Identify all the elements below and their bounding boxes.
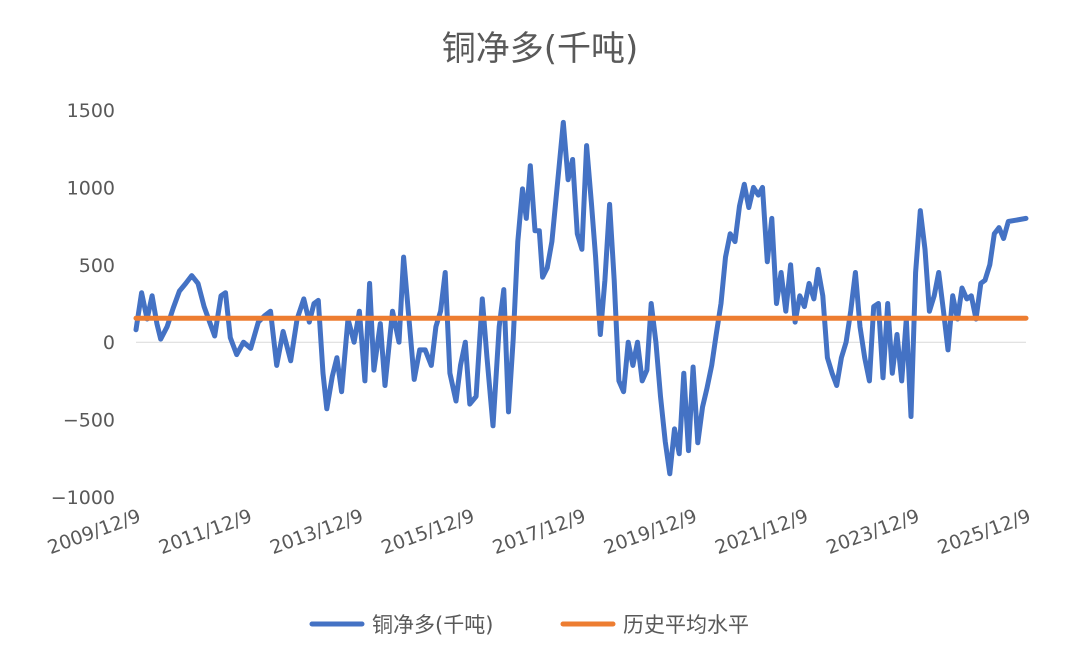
- x-tick-label: 2009/12/9: [45, 505, 144, 559]
- y-tick-label: 1000: [67, 177, 115, 199]
- x-tick-label: 2023/12/9: [823, 505, 922, 559]
- y-tick-label: −500: [63, 410, 115, 432]
- plot-area: [133, 119, 1029, 477]
- x-tick-label: 2025/12/9: [935, 505, 1034, 559]
- x-tick-label: 2017/12/9: [490, 505, 589, 559]
- y-tick-label: 500: [79, 255, 115, 277]
- y-axis-ticks: 1500 1000 500 0 −500 −1000: [51, 100, 115, 509]
- y-tick-label: 0: [103, 332, 115, 354]
- legend-label-series-2: 历史平均水平: [623, 613, 749, 637]
- legend: 铜净多(千吨) 历史平均水平: [309, 613, 749, 637]
- x-axis-ticks: 2009/12/9 2011/12/9 2013/12/9 2015/12/9 2017…: [45, 505, 1034, 559]
- x-tick-label: 2013/12/9: [267, 505, 366, 559]
- x-tick-label: 2021/12/9: [712, 505, 811, 559]
- y-tick-label: −1000: [51, 487, 115, 509]
- x-tick-label: 2011/12/9: [156, 505, 255, 559]
- x-tick-label: 2015/12/9: [378, 505, 477, 559]
- chart-title: 铜净多(千吨): [442, 29, 639, 69]
- series-line-1: [133, 119, 1029, 477]
- x-tick-label: 2019/12/9: [601, 505, 700, 559]
- legend-label-series-1: 铜净多(千吨): [372, 613, 493, 637]
- y-tick-label: 1500: [67, 100, 115, 122]
